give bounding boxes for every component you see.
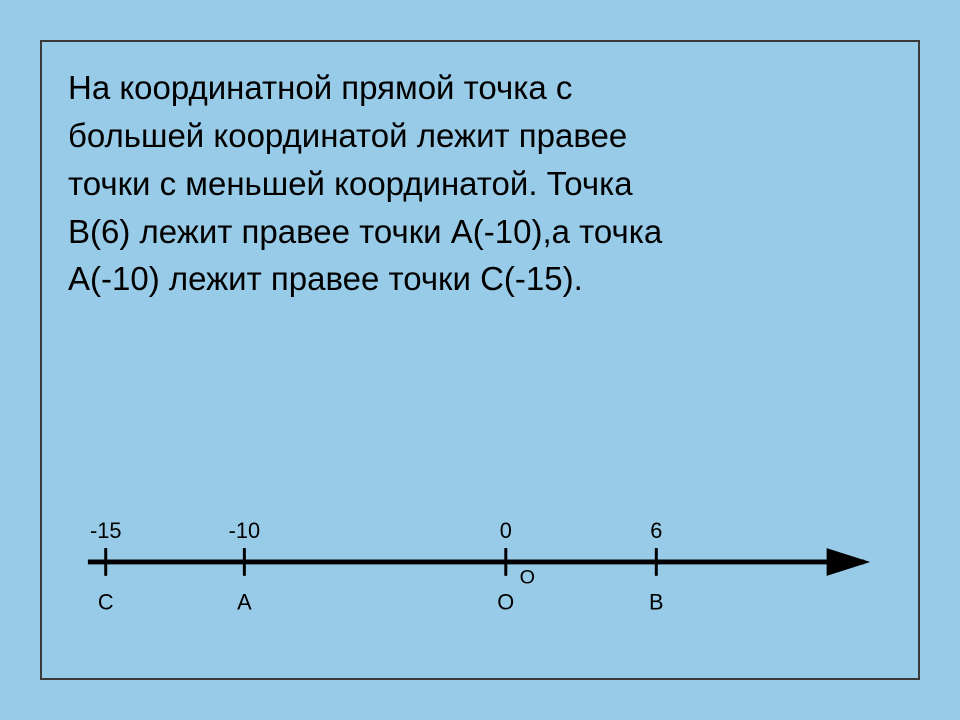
tick-value: -10 [229,518,260,543]
tick-value: 6 [650,518,662,543]
axis-point: 6В [649,518,664,614]
point-label: О [497,589,514,614]
tick-value: 0 [500,518,512,543]
axis-point: -15 С [90,518,121,614]
point-label: В [649,589,664,614]
number-line: -15С-10А0ОО6В [78,482,890,632]
axis-point: 0 ОО [497,518,535,614]
paragraph-text: На координатной прямой точка с большей к… [68,64,892,303]
point-label: С [98,589,114,614]
content-frame: На координатной прямой точка с большей к… [40,40,920,680]
tick-value: -15 [90,518,121,543]
axis-arrowhead-icon [827,548,871,576]
axis-point: -10 А [229,518,260,614]
origin-label: О [520,567,535,589]
number-line-container: -15С-10А0ОО6В [78,482,890,632]
point-label: А [237,589,252,614]
